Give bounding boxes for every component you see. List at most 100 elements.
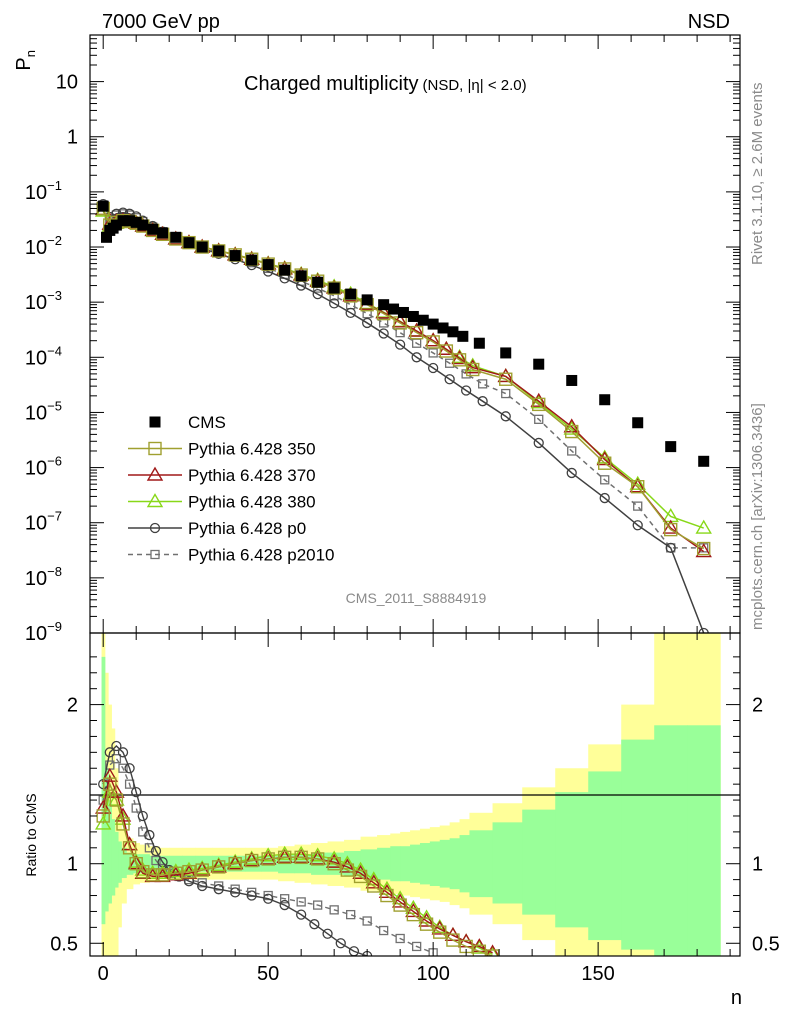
main-point-cms — [124, 215, 136, 227]
ratio-point-p0 — [144, 829, 155, 841]
ratio-point-p350 — [472, 944, 487, 956]
ratio-point-p380 — [486, 946, 499, 956]
main-point-p350 — [211, 244, 226, 258]
ratio-point-p0 — [335, 938, 346, 949]
ratio-point-p350 — [277, 850, 292, 865]
ratio-point-p2010 — [313, 900, 323, 910]
legend-label-p2010: Pythia 6.428 p2010 — [188, 546, 335, 565]
main-point-p350 — [261, 257, 275, 271]
main-y-tick-base: 10 — [25, 347, 47, 369]
ratio-point-p380 — [378, 880, 396, 895]
ratio-point-p2010 — [329, 905, 339, 915]
ratio-point-p370 — [325, 853, 343, 868]
ratio-point-p0 — [137, 810, 148, 822]
ratio-point-p370 — [431, 920, 448, 935]
main-y-tick-label: 10−2 — [25, 233, 62, 259]
rivet-version-text: Rivet 3.1.10, ≥ 2.6M events — [749, 83, 766, 266]
x-axis-label: n — [731, 987, 742, 1009]
legend-label-p380: Pythia 6.428 380 — [188, 493, 316, 512]
main-y-tick-label: 10−3 — [25, 288, 62, 314]
main-point-cms — [262, 259, 274, 271]
main-point-cms — [665, 441, 677, 453]
main-point-p2010 — [567, 446, 577, 456]
main-point-cms — [130, 216, 142, 228]
ratio-point-p350 — [109, 793, 124, 807]
main-point-cms — [397, 306, 409, 318]
ratio-point-p2010 — [131, 803, 141, 813]
ratio-series — [94, 740, 500, 956]
main-point-p350 — [532, 397, 546, 412]
main-point-cms — [246, 254, 258, 266]
main-point-p350 — [327, 281, 341, 295]
legend-marker-p2010 — [150, 549, 160, 560]
main-point-cms — [632, 417, 644, 429]
ratio-point-p370 — [405, 903, 422, 918]
main-point-p0 — [599, 492, 610, 504]
main-line-p2010 — [102, 204, 704, 549]
main-y-tick-exponent: −1 — [47, 178, 62, 193]
legend-marker-p0 — [149, 522, 161, 534]
ratio-point-p380 — [193, 860, 211, 875]
main-y-tick-base: 10 — [25, 458, 47, 480]
plot-title: Charged multiplicity (NSD, |η| < 2.0) — [244, 73, 527, 95]
ratio-point-p350 — [116, 817, 130, 831]
main-point-p0 — [411, 352, 422, 363]
ratio-point-p350 — [96, 809, 110, 823]
main-point-cms — [157, 227, 169, 239]
ratio-point-p350 — [406, 907, 421, 922]
main-point-p2010 — [428, 348, 438, 358]
main-point-cms — [137, 219, 149, 231]
ratio-band-inner — [588, 771, 622, 941]
ratio-point-p350 — [155, 868, 170, 882]
main-point-p2010 — [600, 475, 610, 485]
ratio-y-tick-label-right: 2 — [752, 695, 763, 717]
main-y-tick-base: 10 — [25, 568, 47, 590]
ratio-point-p350 — [367, 879, 381, 893]
ratio-point-p350 — [103, 777, 117, 791]
main-point-p350 — [697, 541, 711, 556]
ratio-point-p350 — [145, 868, 160, 882]
main-y-tick-base: 10 — [56, 72, 78, 94]
legend: CMS Pythia 6.428 350 Pythia 6.428 370 Pythi… — [128, 413, 335, 565]
legend-label-cms: CMS — [188, 413, 226, 432]
ratio-bands — [101, 633, 721, 956]
ratio-point-p380 — [259, 847, 277, 862]
ratio-band-inner — [419, 843, 431, 885]
ratio-point-p350 — [211, 860, 226, 874]
ratio-band-inner — [121, 847, 127, 879]
ratio-point-p380 — [309, 847, 326, 862]
main-point-cms — [110, 219, 122, 231]
main-point-p0 — [329, 298, 340, 309]
ratio-point-p370 — [365, 874, 382, 889]
y-axis-label-sub: n — [23, 50, 38, 57]
ratio-point-p380 — [226, 853, 244, 868]
ratio-point-p380 — [276, 845, 293, 860]
main-point-cms — [97, 200, 109, 212]
ratio-band-inner — [139, 854, 150, 874]
main-point-p370 — [629, 478, 646, 493]
main-point-cms — [183, 237, 195, 249]
ratio-point-p0 — [111, 740, 122, 752]
ratio-band-inner — [687, 725, 721, 956]
main-y-tick-label: 1 — [67, 127, 78, 149]
ratio-point-p0 — [104, 747, 115, 758]
ratio-point-p2010 — [379, 925, 389, 936]
ratio-point-p0 — [322, 928, 333, 939]
ratio-point-p350 — [393, 898, 407, 912]
main-y-tick-label: 10−8 — [25, 564, 62, 590]
analysis-id: CMS_2011_S8884919 — [346, 590, 487, 606]
main-point-p350 — [664, 522, 678, 537]
main-y-tick-base: 10 — [25, 182, 47, 204]
ratio-point-p380 — [180, 861, 198, 876]
main-point-cms — [407, 310, 419, 322]
ratio-point-p350 — [310, 852, 325, 866]
ratio-band-inner — [429, 841, 441, 886]
ratio-point-p370 — [391, 893, 409, 908]
main-point-p2010 — [395, 327, 405, 338]
ratio-point-p380 — [167, 863, 185, 878]
main-point-p370 — [596, 451, 613, 466]
main-y-tick-label: 10−4 — [25, 343, 62, 369]
main-y-tick-exponent: −3 — [47, 288, 62, 303]
main-point-cms — [295, 270, 307, 282]
ratio-band-inner — [522, 809, 556, 915]
